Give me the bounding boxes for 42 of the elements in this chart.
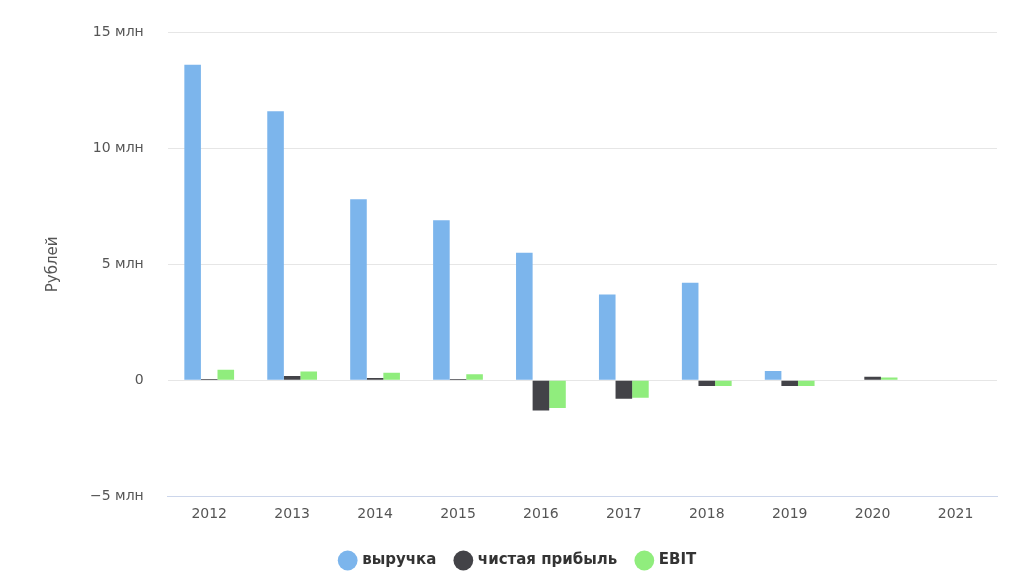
bar <box>698 380 716 387</box>
bar <box>350 199 367 380</box>
bar <box>615 380 633 399</box>
y-axis-title: Рублей <box>42 236 61 293</box>
x-tick-label: 2014 <box>357 505 393 522</box>
bar <box>283 376 301 380</box>
x-tick-label: 2018 <box>688 505 725 522</box>
bar <box>383 372 400 380</box>
bar <box>184 64 201 380</box>
bar <box>267 111 284 380</box>
bar <box>598 294 616 380</box>
x-tick-label: 2016 <box>523 505 559 522</box>
x-tick-label: 2019 <box>771 505 808 522</box>
bar <box>880 377 898 380</box>
y-tick-label: 5 млн <box>101 254 144 271</box>
x-tick-label: 2017 <box>606 505 642 522</box>
y-tick-label: 0 <box>134 370 144 387</box>
x-tick-label: 2015 <box>440 505 476 522</box>
bar <box>549 380 566 409</box>
bar <box>433 220 450 380</box>
x-tick-label: 2013 <box>274 505 310 522</box>
legend-label: выручка <box>362 550 437 569</box>
bar <box>217 369 235 380</box>
bar <box>797 380 815 387</box>
bar <box>632 380 649 398</box>
bar <box>532 380 550 411</box>
legend-label: чистая прибыль <box>477 550 618 569</box>
legend-label: EBIT <box>658 550 698 569</box>
y-tick-label: 15 млн <box>92 23 144 40</box>
bar <box>864 376 881 380</box>
bar <box>300 371 318 380</box>
y-tick-label: −5 млн <box>89 486 144 503</box>
y-tick-label: 10 млн <box>92 138 144 155</box>
bar <box>781 380 798 387</box>
bar <box>715 380 732 387</box>
x-tick-label: 2012 <box>191 505 228 522</box>
bar <box>466 374 483 380</box>
x-tick-label: 2020 <box>854 505 891 522</box>
bar <box>516 252 533 380</box>
bar <box>764 370 782 380</box>
bar <box>681 282 699 380</box>
x-tick-label: 2021 <box>937 505 974 522</box>
